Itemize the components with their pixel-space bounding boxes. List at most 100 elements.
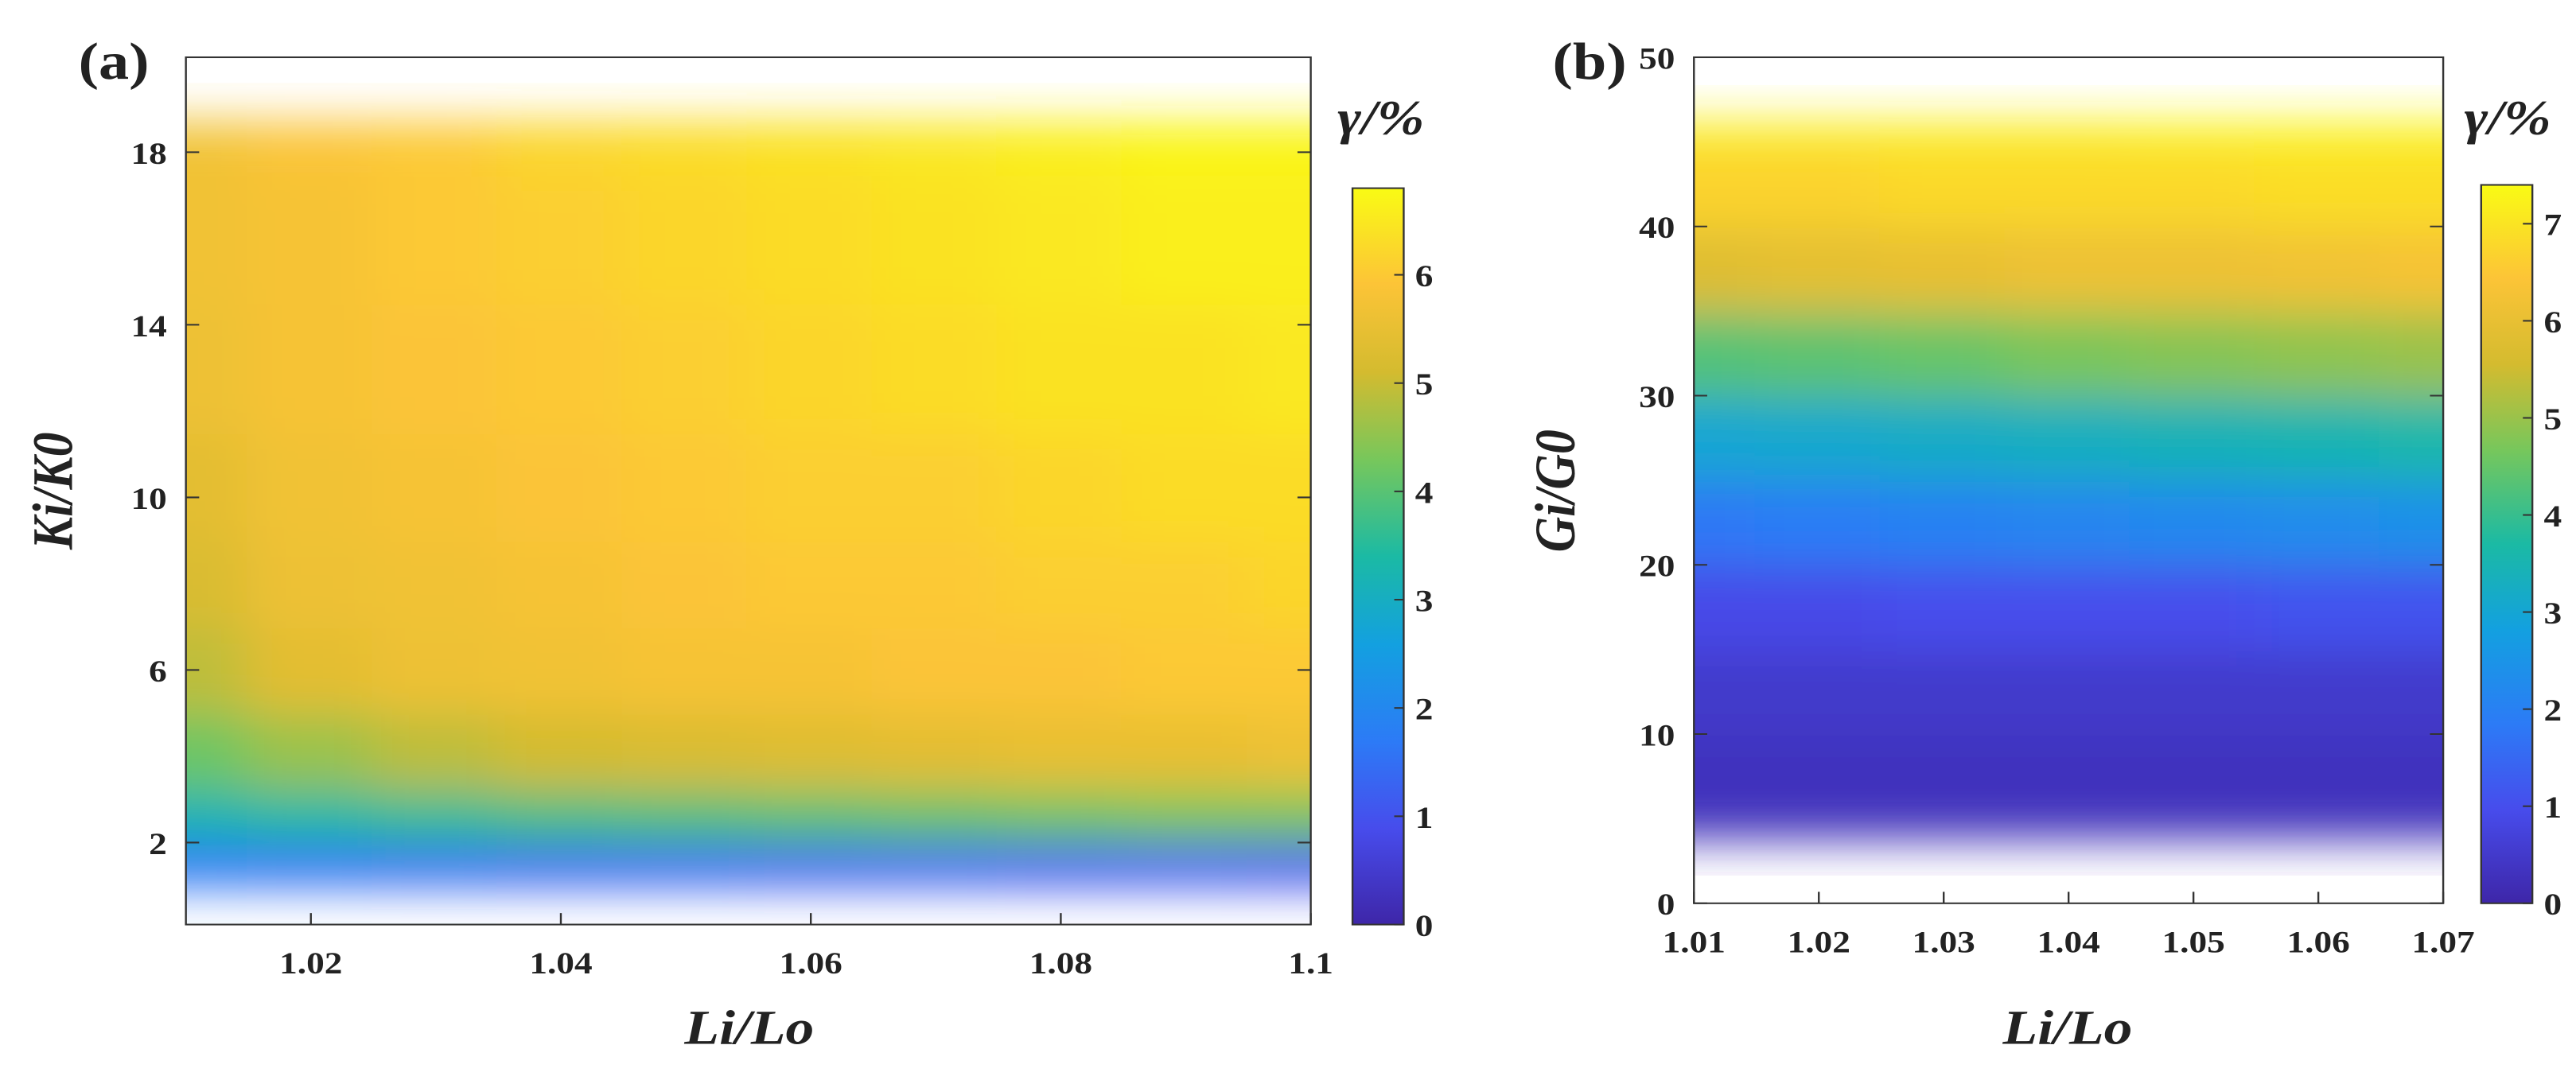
cell <box>1246 538 1311 629</box>
cell <box>1754 224 1884 313</box>
cb-tick-label: 0 <box>2543 888 2562 922</box>
cb-tick-label: 2 <box>2543 693 2562 728</box>
cell <box>2379 140 2444 228</box>
cell <box>996 625 1126 715</box>
cell <box>185 430 251 542</box>
cell <box>621 711 751 791</box>
y-tick-label: 0 <box>1657 888 1675 922</box>
cell <box>1121 711 1251 791</box>
cell <box>1121 841 1251 888</box>
cell <box>2004 121 2134 144</box>
cell <box>2004 732 2134 821</box>
cb-tick-label: 2 <box>1415 692 1434 726</box>
cell <box>621 841 751 888</box>
cell <box>2004 394 2134 482</box>
cb-tick-label: 1 <box>1415 801 1434 835</box>
cell <box>2379 309 2444 398</box>
cell <box>1246 121 1311 176</box>
cell <box>496 121 625 176</box>
cell <box>871 787 1001 845</box>
cell <box>996 711 1126 791</box>
cell <box>2004 140 2134 228</box>
cell <box>1694 817 1759 840</box>
cell <box>2129 732 2259 821</box>
cell <box>996 538 1126 629</box>
cell <box>996 121 1126 176</box>
cell <box>2254 478 2383 567</box>
cell <box>246 430 376 542</box>
cell <box>746 430 876 542</box>
cell <box>871 841 1001 888</box>
cell <box>1694 478 1759 567</box>
cell <box>1879 121 2009 144</box>
cell <box>1879 140 2009 228</box>
cb-tick-label: 6 <box>1415 259 1434 293</box>
cell <box>246 172 376 305</box>
cb-tick-label: 5 <box>1415 367 1434 402</box>
cell <box>1879 732 2009 821</box>
cell <box>1246 430 1311 542</box>
cell <box>746 538 876 629</box>
cell <box>1246 172 1311 305</box>
cb-tick-label: 1 <box>2543 791 2562 825</box>
y-axis-label: Gi/G0 <box>1524 429 1587 552</box>
cell <box>2379 817 2444 840</box>
heatmap <box>185 121 1311 888</box>
cell <box>1246 787 1311 845</box>
cell <box>1754 732 1884 821</box>
cell <box>621 538 751 629</box>
cell <box>1754 478 1884 567</box>
y-tick-label: 30 <box>1639 380 1675 414</box>
x-tick-label: 1.02 <box>279 946 342 981</box>
cell <box>996 787 1126 845</box>
y-tick-label: 6 <box>149 655 167 689</box>
cell <box>371 538 500 629</box>
cell <box>2004 647 2134 736</box>
cell <box>2254 121 2383 144</box>
cell <box>2129 394 2259 482</box>
cell <box>1121 538 1251 629</box>
cell <box>871 711 1001 791</box>
plot-area <box>185 121 1311 888</box>
cell <box>871 301 1001 435</box>
cell <box>2379 563 2444 651</box>
cell <box>1879 647 2009 736</box>
cell <box>1754 563 1884 651</box>
cell <box>2004 224 2134 313</box>
cell <box>2379 732 2444 821</box>
x-axis-label: Li/Lo <box>683 1000 814 1055</box>
cell <box>185 711 251 791</box>
x-tick-label: 1.1 <box>1288 946 1333 981</box>
cell <box>1879 817 2009 840</box>
cell <box>2254 732 2383 821</box>
cell <box>621 787 751 845</box>
cell <box>996 430 1126 542</box>
cell <box>185 538 251 629</box>
cell <box>1121 121 1251 176</box>
cell <box>1754 394 1884 482</box>
cell <box>621 301 751 435</box>
cell <box>1879 478 2009 567</box>
cell <box>185 121 251 176</box>
cell <box>746 121 876 176</box>
cell <box>996 301 1126 435</box>
cell <box>746 301 876 435</box>
cell <box>496 841 625 888</box>
cell <box>2379 394 2444 482</box>
cell <box>246 625 376 715</box>
colorbar <box>2480 184 2534 904</box>
cell <box>246 538 376 629</box>
cell <box>2254 563 2383 651</box>
cell <box>246 301 376 435</box>
cell <box>746 787 876 845</box>
y-tick-label: 50 <box>1639 41 1675 76</box>
cell <box>1121 172 1251 305</box>
cell <box>185 172 251 305</box>
cell <box>1694 647 1759 736</box>
cell <box>996 172 1126 305</box>
cell <box>496 787 625 845</box>
cell <box>2004 309 2134 398</box>
cb-tick-label: 6 <box>2543 305 2562 340</box>
panel-label: (b) <box>1552 33 1626 91</box>
